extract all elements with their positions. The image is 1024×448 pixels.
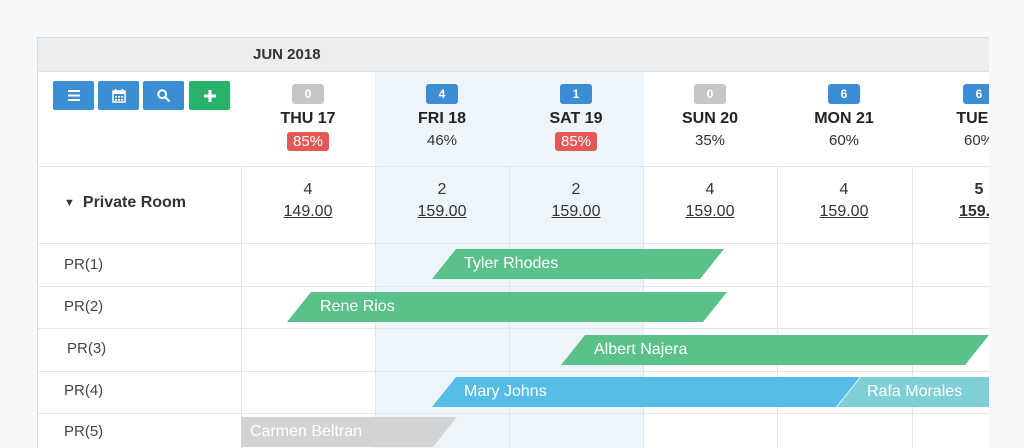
day-header[interactable]: 1 SAT 19 85% [509,84,643,151]
grid-line [241,166,242,448]
booking-bar[interactable]: Rene Rios [287,292,727,322]
day-header[interactable]: 4 FRI 18 46% [375,84,509,150]
room-label: PR(3) [67,340,107,357]
grid-line [912,166,913,448]
availability-cell: 4 159.00 [643,181,777,221]
booking-bar[interactable]: Rafa Morales [837,377,989,407]
availability-badge: 0 [694,84,726,104]
availability-badge: 1 [560,84,592,104]
day-name: SAT 19 [549,110,603,127]
plus-icon [203,89,216,102]
availability-cell: 4 159.00 [777,181,911,221]
guest-name: Albert Najera [594,341,688,358]
day-header[interactable]: 6 MON 21 60% [777,84,911,150]
occupancy-percent: 46% [426,132,458,149]
rooms-available: 2 [437,181,447,198]
guest-name: Carmen Beltran [250,423,363,440]
availability-badge: 4 [426,84,458,104]
day-name: TUE 2 [956,110,989,127]
rooms-available: 2 [571,181,581,198]
room-label: PR(2) [64,298,104,315]
day-name: MON 21 [814,110,874,127]
day-header[interactable]: 6 TUE 2 60% [912,84,989,150]
booking-bar[interactable]: Tyler Rhodes [432,249,724,279]
availability-cell: 2 159.00 [509,181,643,221]
booking-bar[interactable]: Mary Johns [432,377,860,407]
grid-line [38,243,989,244]
booking-bar[interactable]: Carmen Beltran [241,417,457,447]
rate-link[interactable]: 149.00 [283,203,333,220]
guest-name: Mary Johns [464,383,547,400]
add-booking-button[interactable] [189,81,230,110]
grid-line [38,413,989,414]
availability-badge: 0 [292,84,324,104]
room-type-label: Private Room [82,194,187,211]
grid-line [38,166,989,167]
rate-link[interactable]: 159.00 [551,203,601,220]
room-label: PR(4) [64,382,104,399]
availability-badge: 6 [828,84,860,104]
search-button[interactable] [143,81,184,110]
search-icon [157,89,170,102]
menu-button[interactable] [53,81,94,110]
rate-link[interactable]: 159.00 [685,203,735,220]
room-label: PR(1) [64,256,104,273]
occupancy-percent: 60% [828,132,860,149]
grid-line [38,286,989,287]
rooms-available: 4 [705,181,715,198]
list-icon [67,90,80,101]
rooms-available: 4 [839,181,849,198]
day-header[interactable]: 0 THU 17 85% [241,84,375,151]
day-name: THU 17 [280,110,336,127]
calendar-button[interactable] [98,81,139,110]
availability-cell: 2 159.00 [375,181,509,221]
occupancy-percent: 85% [286,132,330,151]
guest-name: Tyler Rhodes [464,255,559,272]
grid-line [38,328,989,329]
availability-cell: 4 149.00 [241,181,375,221]
rate-link[interactable]: 159.00 [819,203,869,220]
booking-calendar: JUN 2018 [37,37,989,448]
occupancy-percent: 85% [554,132,598,151]
rate-link[interactable]: 159.00 [417,203,467,220]
month-label: JUN 2018 [253,46,321,63]
booking-bar[interactable]: Albert Najera [561,335,989,365]
room-type-toggle[interactable]: ▼ Private Room [64,194,186,212]
room-label: PR(5) [64,423,104,440]
month-header: JUN 2018 [38,38,989,72]
grid-line [38,371,989,372]
availability-badge: 6 [963,84,989,104]
rooms-available: 4 [303,181,313,198]
occupancy-percent: 35% [694,132,726,149]
guest-name: Rene Rios [320,298,395,315]
guest-name: Rafa Morales [867,383,963,400]
day-name: FRI 18 [417,110,466,127]
rate-link[interactable]: 159.0 [958,203,989,220]
caret-down-icon: ▼ [64,197,75,209]
grid-line [777,166,778,448]
calendar-icon [111,88,126,103]
availability-cell: 5 159.0 [912,181,989,221]
day-header[interactable]: 0 SUN 20 35% [643,84,777,150]
occupancy-percent: 60% [963,132,989,149]
rooms-available: 5 [974,181,984,198]
day-name: SUN 20 [681,110,739,127]
